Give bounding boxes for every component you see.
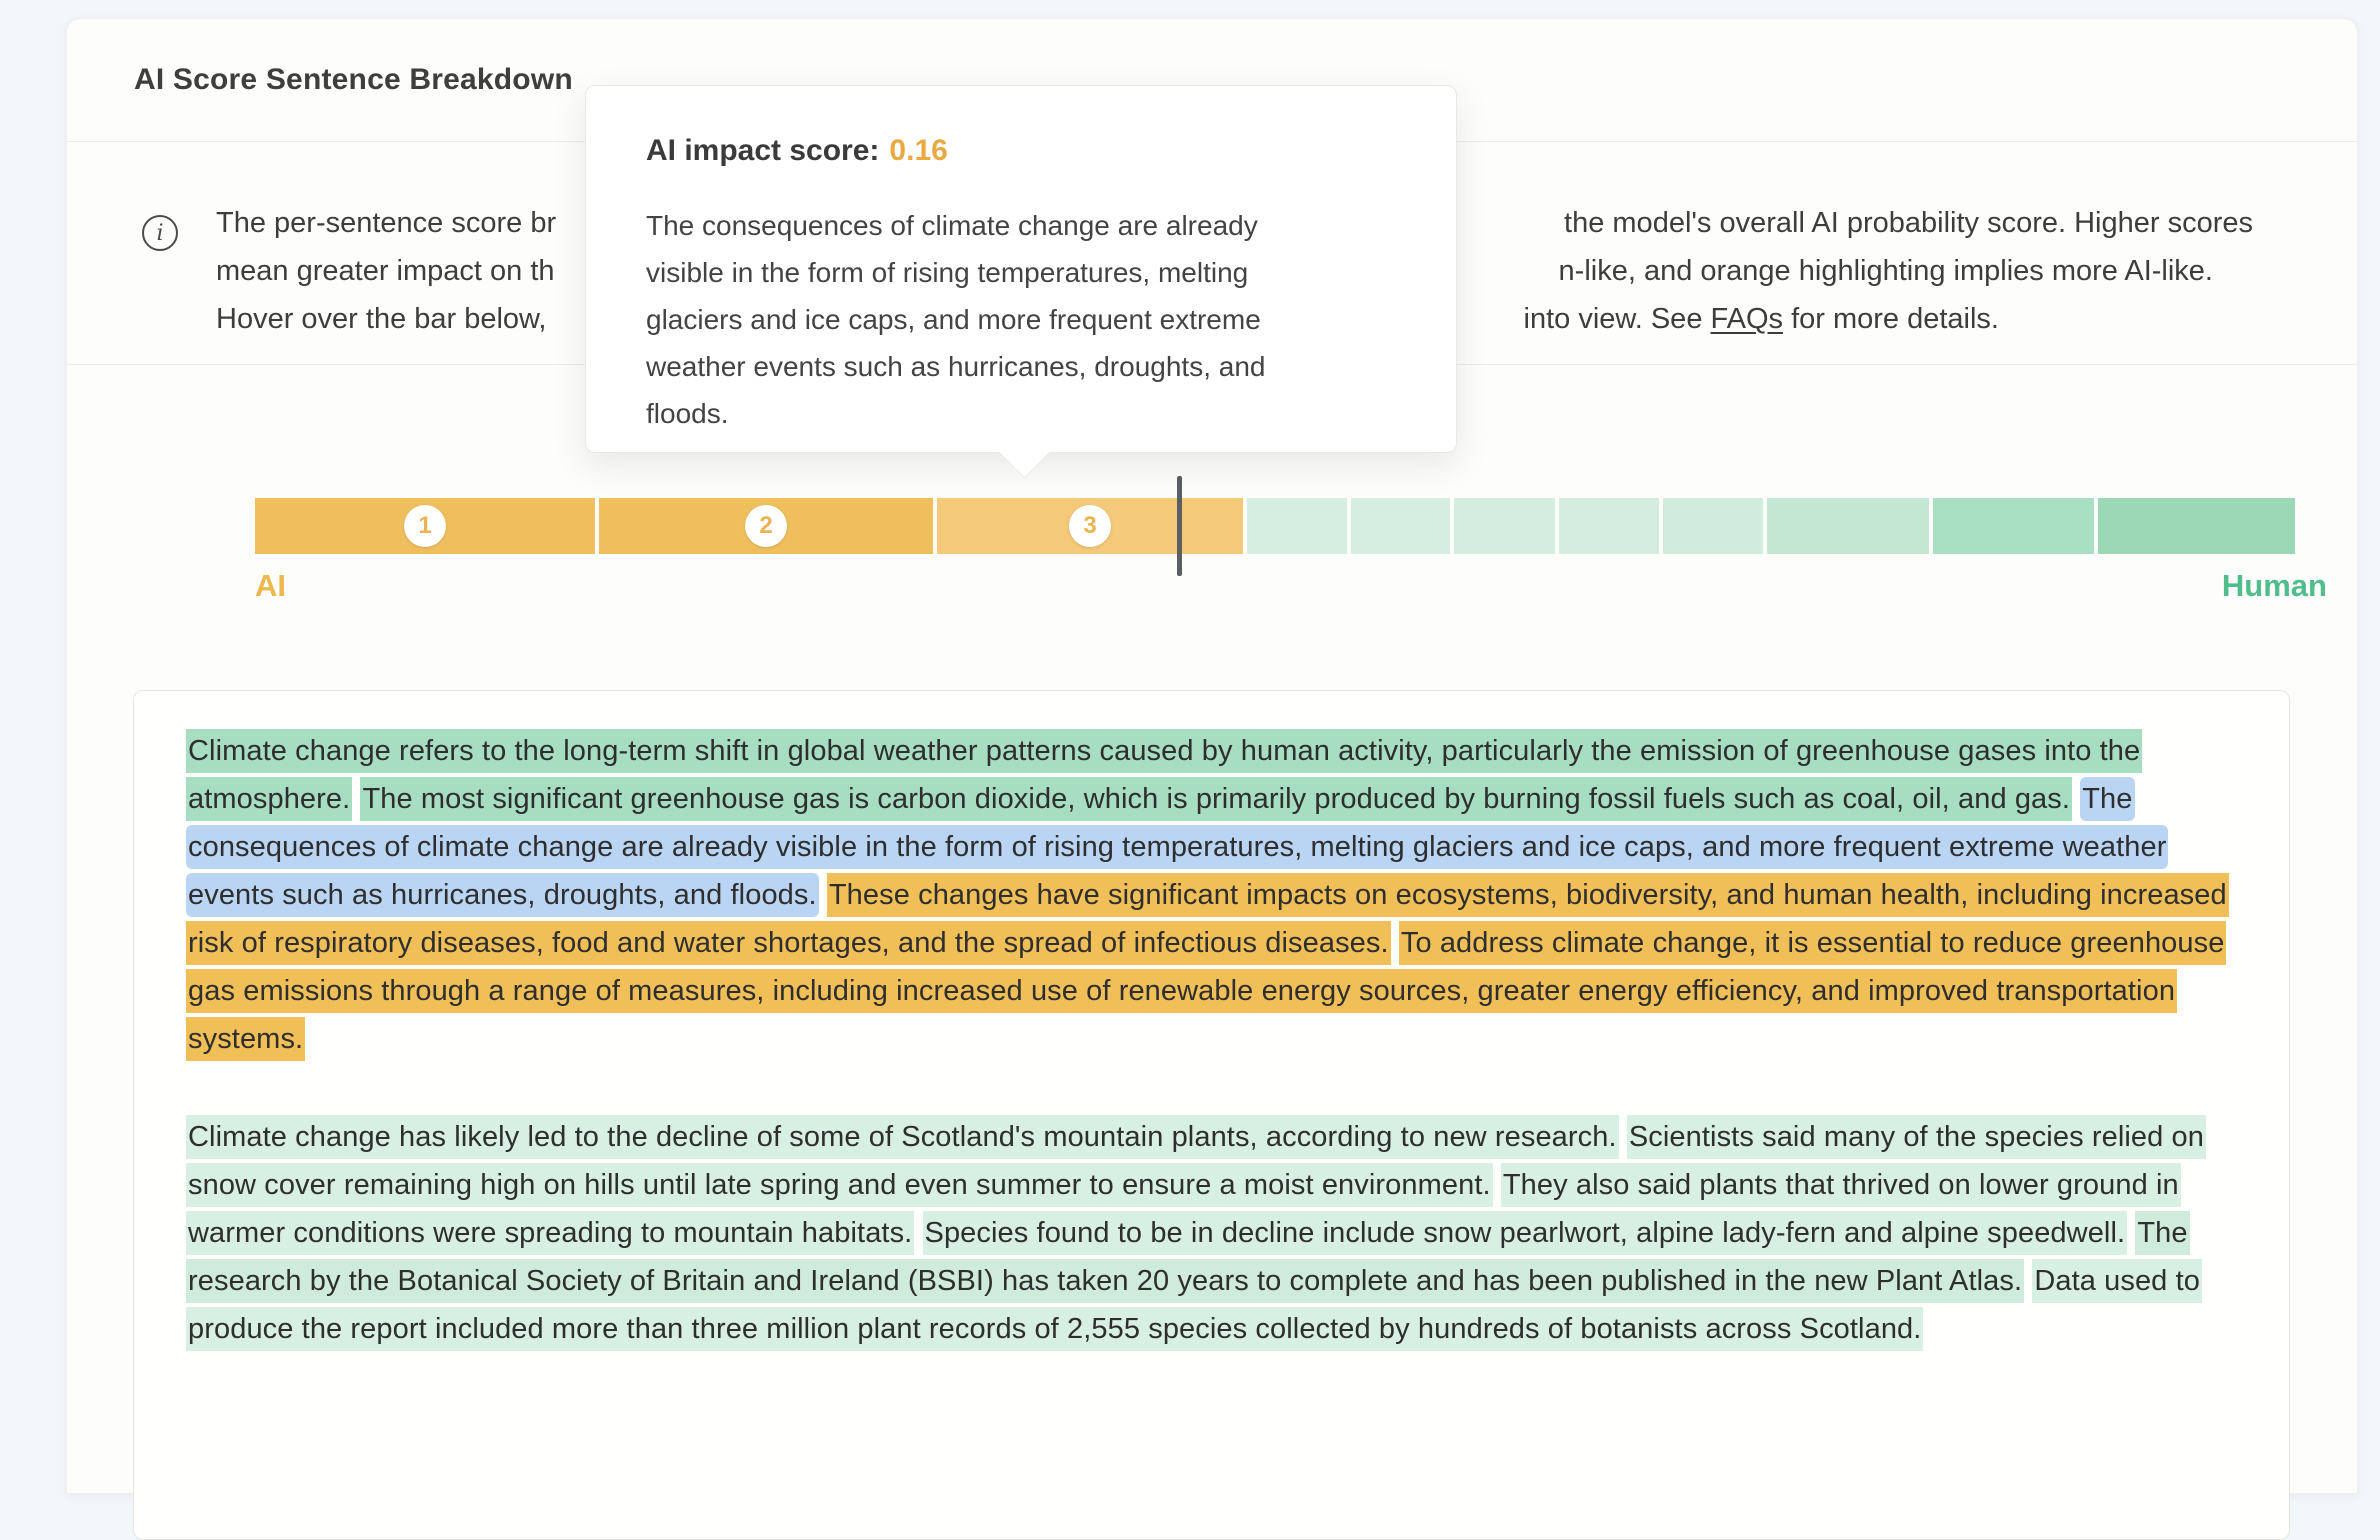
info-icon[interactable]: i (142, 215, 178, 251)
tooltip-sentence-text: The consequences of climate change are a… (646, 210, 1266, 429)
info-line-2: mean greater impact on th n-like, and or… (216, 247, 2311, 295)
info-line-3-pre: into view. See (1523, 303, 1711, 335)
faqs-link[interactable]: FAQs (1710, 303, 1784, 335)
sentence-score-tooltip: AI impact score: 0.16 The consequences of… (585, 85, 1457, 479)
info-line-3-left: Hover over the bar below, (216, 303, 547, 335)
ai-end-label: AI (255, 568, 286, 603)
bar-segment-human[interactable] (1663, 498, 1763, 554)
info-paragraph: The per-sentence score br the model's ov… (216, 199, 2311, 343)
info-line-2-left: mean greater impact on th (216, 255, 555, 287)
sentence-green[interactable]: The most significant greenhouse gas is c… (360, 777, 2073, 821)
document-paragraph: Climate change has likely led to the dec… (186, 1113, 2246, 1353)
tooltip-title: AI impact score: 0.16 (646, 134, 1396, 168)
bar-segment-human[interactable] (1559, 498, 1659, 554)
segment-number-badge: 2 (745, 505, 787, 547)
bar-segment-human[interactable] (1351, 498, 1450, 554)
sentence-green_light[interactable]: Climate change has likely led to the dec… (186, 1115, 1619, 1159)
sentence-green_light[interactable]: Species found to be in decline include s… (922, 1211, 2128, 1255)
segment-number-badge: 3 (1069, 505, 1111, 547)
tooltip-title-text: AI impact score: (646, 134, 880, 167)
info-line-1-right: the model's overall AI probability score… (1564, 207, 2253, 239)
bar-segment-human[interactable] (1933, 498, 2094, 554)
tooltip-score-value: 0.16 (889, 134, 948, 167)
document-card: Climate change refers to the long-term s… (133, 690, 2290, 1540)
score-marker-line (1177, 476, 1182, 576)
bar-segment-1[interactable]: 1 (255, 498, 595, 554)
bar-segment-human[interactable] (1454, 498, 1555, 554)
info-line-1-left: The per-sentence score br (216, 207, 557, 239)
human-end-label: Human (2221, 568, 2327, 603)
bar-segment-human[interactable] (2098, 498, 2295, 554)
bar-axis-labels: AI Human (255, 568, 2327, 608)
page-title: AI Score Sentence Breakdown (134, 63, 573, 96)
info-line-1: The per-sentence score br the model's ov… (216, 199, 2311, 247)
segment-number-badge: 1 (404, 505, 446, 547)
info-line-2-right: n-like, and orange highlighting implies … (1558, 255, 2213, 287)
bar-segment-3[interactable]: 3 (937, 498, 1243, 554)
bar-segment-human[interactable] (1247, 498, 1347, 554)
sentence-score-bar: 1 2 3 (255, 498, 2299, 554)
info-line-3-post: for more details. (1783, 303, 1999, 335)
info-line-3-right: into view. See FAQs for more details. (1524, 303, 2000, 336)
bar-segment-human[interactable] (1767, 498, 1929, 554)
document-text: Climate change refers to the long-term s… (186, 727, 2246, 1403)
info-line-3: Hover over the bar below, into view. See… (216, 295, 2311, 343)
document-paragraph: Climate change refers to the long-term s… (186, 727, 2246, 1063)
bar-segment-2[interactable]: 2 (599, 498, 933, 554)
